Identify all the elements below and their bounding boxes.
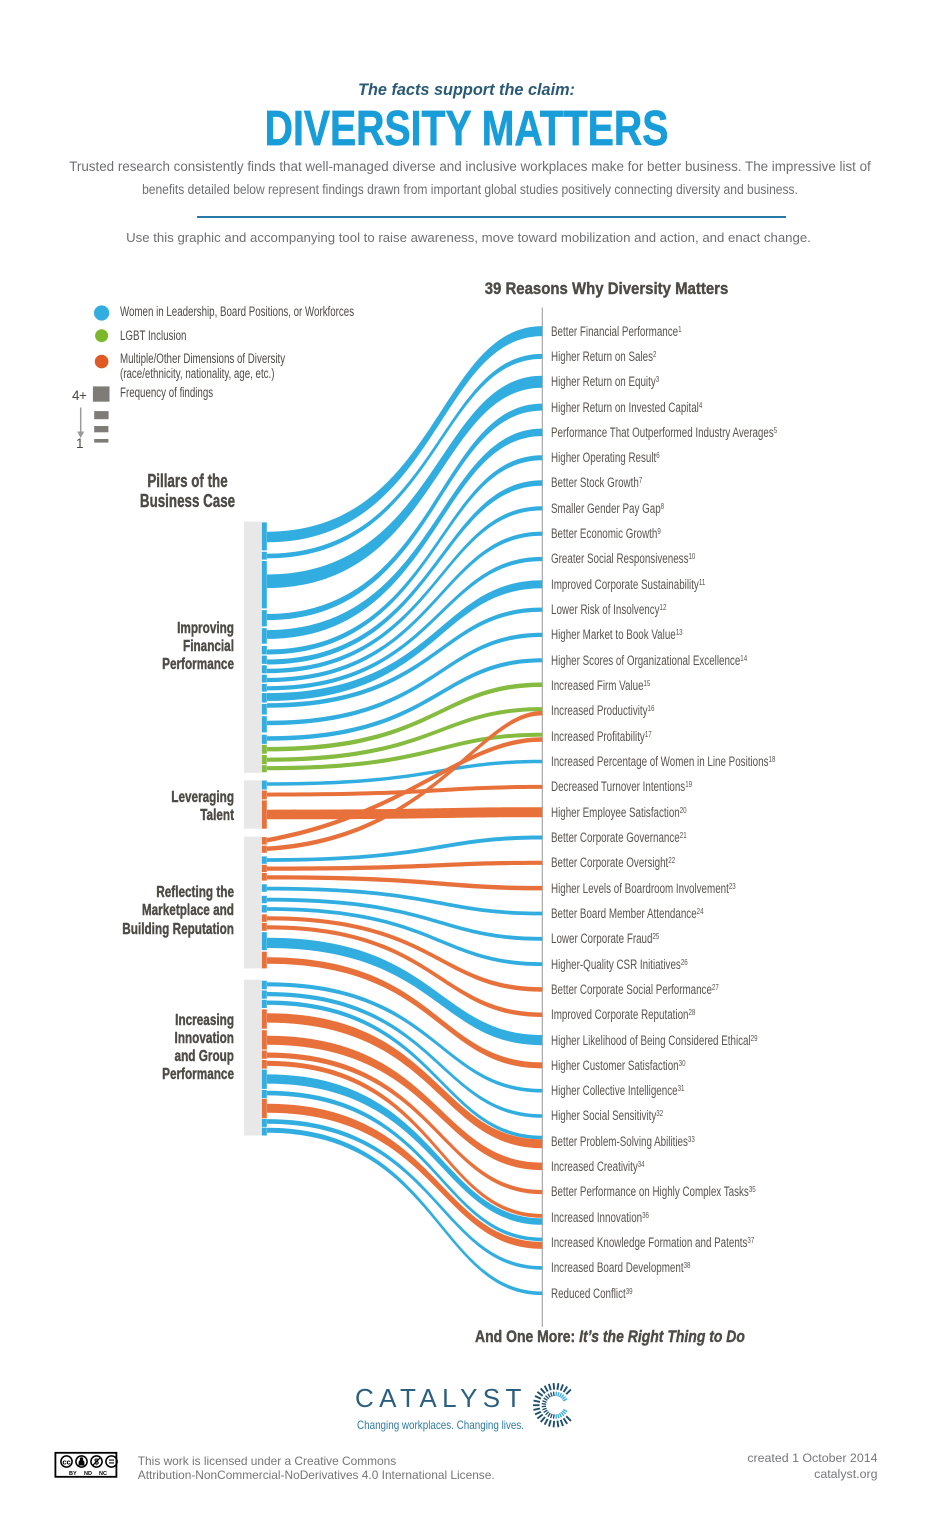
svg-text:cc: cc (62, 1457, 70, 1466)
svg-text:NC: NC (99, 1471, 107, 1477)
svg-text:ND: ND (84, 1471, 92, 1477)
svg-text:$: $ (94, 1457, 99, 1467)
svg-text:BY: BY (69, 1471, 77, 1477)
svg-text:=: = (109, 1457, 115, 1468)
